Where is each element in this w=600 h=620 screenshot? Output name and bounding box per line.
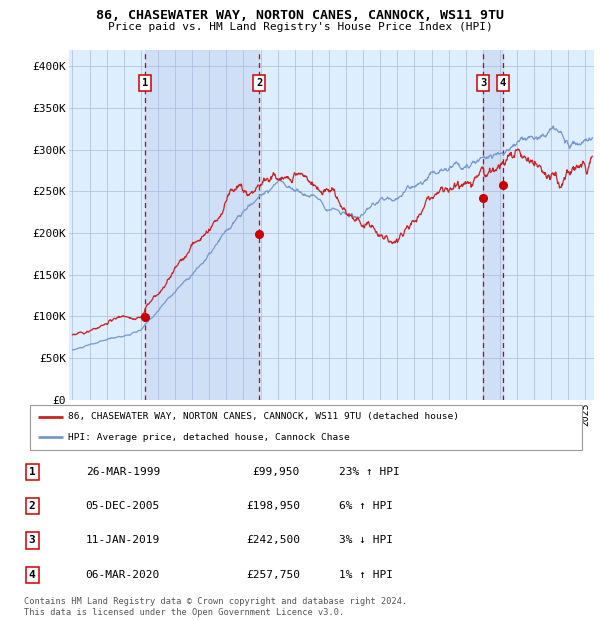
FancyBboxPatch shape: [30, 405, 582, 450]
Text: 86, CHASEWATER WAY, NORTON CANES, CANNOCK, WS11 9TU: 86, CHASEWATER WAY, NORTON CANES, CANNOC…: [96, 9, 504, 22]
Text: 1: 1: [142, 78, 148, 88]
Text: Contains HM Land Registry data © Crown copyright and database right 2024.
This d: Contains HM Land Registry data © Crown c…: [24, 598, 407, 617]
Text: 3: 3: [480, 78, 487, 88]
Text: 6% ↑ HPI: 6% ↑ HPI: [340, 501, 394, 511]
Text: 4: 4: [29, 570, 35, 580]
Text: 4: 4: [500, 78, 506, 88]
Text: 23% ↑ HPI: 23% ↑ HPI: [340, 467, 400, 477]
Text: 1% ↑ HPI: 1% ↑ HPI: [340, 570, 394, 580]
Text: 86, CHASEWATER WAY, NORTON CANES, CANNOCK, WS11 9TU (detached house): 86, CHASEWATER WAY, NORTON CANES, CANNOC…: [68, 412, 458, 422]
Text: 05-DEC-2005: 05-DEC-2005: [86, 501, 160, 511]
Text: £198,950: £198,950: [246, 501, 300, 511]
Text: £242,500: £242,500: [246, 536, 300, 546]
Text: HPI: Average price, detached house, Cannock Chase: HPI: Average price, detached house, Cann…: [68, 433, 349, 442]
Text: £99,950: £99,950: [253, 467, 300, 477]
Text: Price paid vs. HM Land Registry's House Price Index (HPI): Price paid vs. HM Land Registry's House …: [107, 22, 493, 32]
Text: 2: 2: [29, 501, 35, 511]
Text: 2: 2: [256, 78, 262, 88]
Text: 11-JAN-2019: 11-JAN-2019: [86, 536, 160, 546]
Text: 3% ↓ HPI: 3% ↓ HPI: [340, 536, 394, 546]
Text: 3: 3: [29, 536, 35, 546]
Text: £257,750: £257,750: [246, 570, 300, 580]
Bar: [484, 50, 503, 400]
Text: 26-MAR-1999: 26-MAR-1999: [86, 467, 160, 477]
Text: 1: 1: [29, 467, 35, 477]
Text: 06-MAR-2020: 06-MAR-2020: [86, 570, 160, 580]
Bar: [145, 50, 259, 400]
